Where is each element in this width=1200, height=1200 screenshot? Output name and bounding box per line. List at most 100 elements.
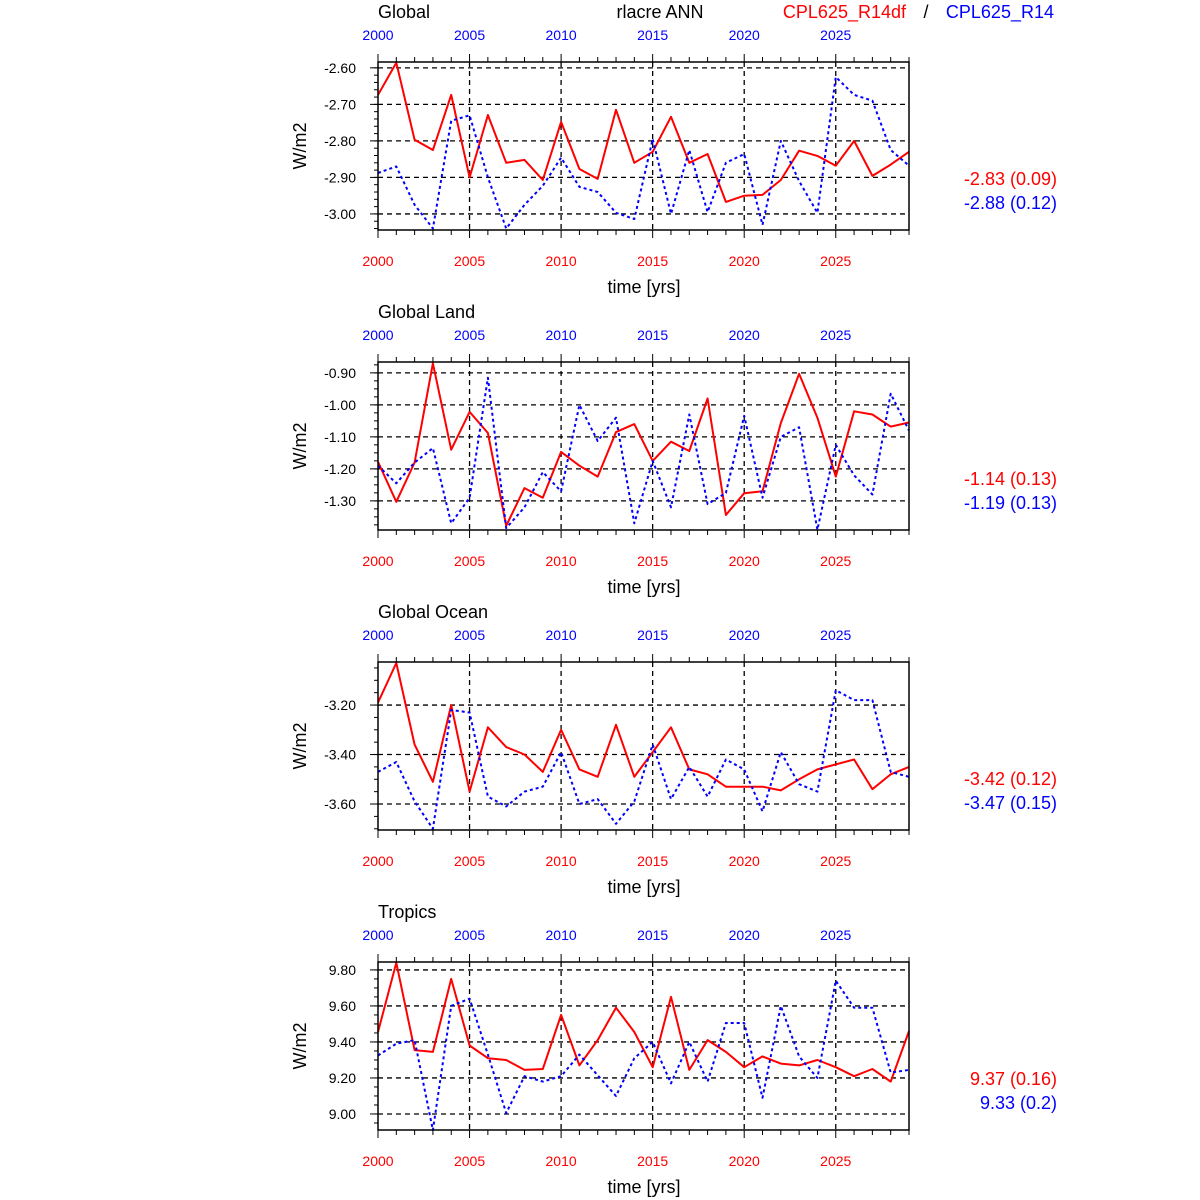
x-tick-label-top: 2025 xyxy=(820,327,851,343)
series-line-red xyxy=(377,362,910,527)
x-tick-label-bottom: 2025 xyxy=(820,1153,851,1169)
x-tick-label-bottom: 2000 xyxy=(362,553,393,569)
x-tick-label-bottom: 2005 xyxy=(454,553,485,569)
y-tick-label: -1.30 xyxy=(324,493,356,509)
y-tick-label: 9.40 xyxy=(329,1034,356,1050)
y-tick-label: -3.40 xyxy=(324,747,356,763)
x-tick-label-bottom: 2015 xyxy=(637,253,668,269)
x-tick-label-top: 2015 xyxy=(637,927,668,943)
series-line-blue xyxy=(377,689,910,830)
panel-title: Tropics xyxy=(378,902,436,922)
stat-label-red: -3.42 (0.12) xyxy=(964,769,1057,789)
x-tick-label-top: 2000 xyxy=(362,27,393,43)
y-tick-label: -2.60 xyxy=(324,60,356,76)
x-tick-label-top: 2020 xyxy=(729,327,760,343)
panel-global-ocean: Global Ocean 2000 2000 2005 2005 2010 2010 2015… xyxy=(290,602,1057,897)
x-tick-label-top: 2000 xyxy=(362,627,393,643)
y-axis-label: W/m2 xyxy=(290,1023,310,1070)
panel-tropics: Tropics 2000 2000 2005 2005 2010 2010 2015 2015 2… xyxy=(290,902,1057,1197)
x-tick-label-top: 2000 xyxy=(362,327,393,343)
x-tick-label-bottom: 2015 xyxy=(637,553,668,569)
panel-title: Global Ocean xyxy=(378,602,488,622)
x-tick-label-bottom: 2025 xyxy=(820,853,851,869)
y-tick-label: -3.60 xyxy=(324,796,356,812)
series-line-red xyxy=(377,61,910,203)
x-tick-label-top: 2015 xyxy=(637,627,668,643)
x-tick-label-bottom: 2005 xyxy=(454,1153,485,1169)
x-tick-label-bottom: 2000 xyxy=(362,253,393,269)
panel-title: Global Land xyxy=(378,302,475,322)
x-tick-label-bottom: 2000 xyxy=(362,1153,393,1169)
panel-global: Global 2000 2000 2005 2005 2010 2010 2015 2015 20… xyxy=(290,2,1057,297)
stat-label-blue: -3.47 (0.15) xyxy=(964,793,1057,813)
y-tick-label: -3.20 xyxy=(324,697,356,713)
stat-label-blue: 9.33 (0.2) xyxy=(980,1093,1057,1113)
y-tick-label: -3.00 xyxy=(324,206,356,222)
y-tick-label: -2.90 xyxy=(324,169,356,185)
y-tick-label: -1.10 xyxy=(324,429,356,445)
x-tick-label-bottom: 2020 xyxy=(729,1153,760,1169)
y-axis-label: W/m2 xyxy=(290,123,310,170)
x-tick-label-bottom: 2010 xyxy=(546,853,577,869)
x-axis-label: time [yrs] xyxy=(607,877,680,897)
x-tick-label-bottom: 2020 xyxy=(729,853,760,869)
x-tick-label-bottom: 2020 xyxy=(729,253,760,269)
x-tick-label-top: 2010 xyxy=(546,27,577,43)
y-tick-label: 9.00 xyxy=(329,1106,356,1122)
x-tick-label-top: 2010 xyxy=(546,327,577,343)
y-axis-label: W/m2 xyxy=(290,423,310,470)
x-tick-label-top: 2025 xyxy=(820,927,851,943)
x-tick-label-bottom: 2015 xyxy=(637,1153,668,1169)
panel-title: Global xyxy=(378,2,430,22)
series-line-blue xyxy=(377,376,910,531)
x-tick-label-top: 2010 xyxy=(546,927,577,943)
legend-red-label: CPL625_R14df xyxy=(783,2,907,23)
y-tick-label: -1.00 xyxy=(324,397,356,413)
x-tick-label-top: 2020 xyxy=(729,627,760,643)
plot-frame xyxy=(377,61,910,231)
x-tick-label-top: 2005 xyxy=(454,927,485,943)
x-tick-label-bottom: 2010 xyxy=(546,1153,577,1169)
stat-label-red: 9.37 (0.16) xyxy=(970,1069,1057,1089)
x-tick-label-bottom: 2025 xyxy=(820,553,851,569)
x-tick-label-bottom: 2000 xyxy=(362,853,393,869)
stat-label-blue: -1.19 (0.13) xyxy=(964,493,1057,513)
x-axis-label: time [yrs] xyxy=(607,577,680,597)
x-axis-label: time [yrs] xyxy=(607,277,680,297)
stat-label-red: -2.83 (0.09) xyxy=(964,169,1057,189)
x-tick-label-top: 2005 xyxy=(454,327,485,343)
plot-frame xyxy=(377,361,910,531)
x-tick-label-top: 2010 xyxy=(546,627,577,643)
x-tick-label-top: 2000 xyxy=(362,927,393,943)
stat-label-red: -1.14 (0.13) xyxy=(964,469,1057,489)
x-tick-label-bottom: 2010 xyxy=(546,553,577,569)
x-tick-label-bottom: 2020 xyxy=(729,553,760,569)
figure-title: rlacre ANN xyxy=(616,2,703,22)
x-axis-label: time [yrs] xyxy=(607,1177,680,1197)
series-line-blue xyxy=(377,979,910,1132)
panel-global-land: Global Land 2000 2000 2005 2005 2010 2010 2015 2… xyxy=(290,302,1057,597)
x-tick-label-top: 2005 xyxy=(454,27,485,43)
x-tick-label-top: 2020 xyxy=(729,927,760,943)
x-tick-label-bottom: 2010 xyxy=(546,253,577,269)
x-tick-label-top: 2020 xyxy=(729,27,760,43)
x-tick-label-bottom: 2015 xyxy=(637,853,668,869)
x-tick-label-top: 2015 xyxy=(637,327,668,343)
x-tick-label-top: 2015 xyxy=(637,27,668,43)
plot-frame xyxy=(377,961,910,1131)
legend-separator: / xyxy=(923,2,928,22)
y-tick-label: 9.60 xyxy=(329,998,356,1014)
y-tick-label: -0.90 xyxy=(324,365,356,381)
plot-frame xyxy=(377,661,910,831)
y-tick-label: -2.80 xyxy=(324,133,356,149)
x-tick-label-bottom: 2005 xyxy=(454,253,485,269)
y-tick-label: -2.70 xyxy=(324,96,356,112)
y-tick-label: 9.80 xyxy=(329,962,356,978)
series-line-red xyxy=(377,662,910,793)
series-line-blue xyxy=(377,76,910,230)
x-tick-label-top: 2025 xyxy=(820,27,851,43)
series-line-red xyxy=(377,961,910,1083)
y-tick-label: 9.20 xyxy=(329,1070,356,1086)
x-tick-label-bottom: 2025 xyxy=(820,253,851,269)
